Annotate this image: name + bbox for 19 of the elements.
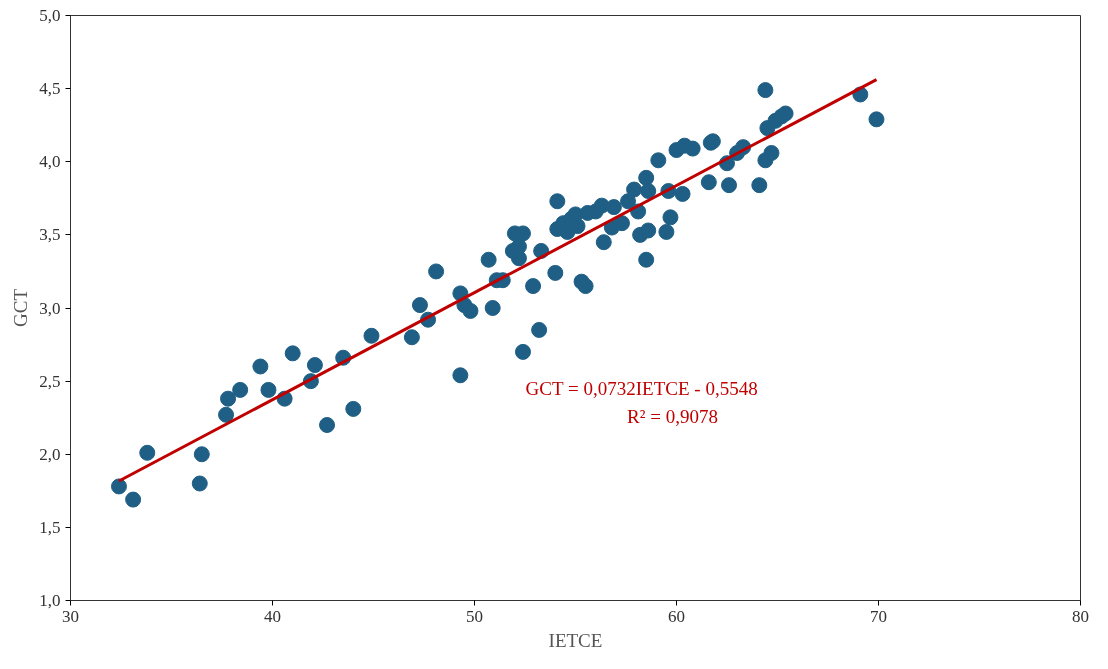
y-axis-title: GCT [10,288,32,327]
y-tick-label: 1,0 [39,591,61,610]
annotation: R² = 0,9078 [627,405,718,427]
x-tick-label: 40 [264,606,281,626]
x-tick-label: 80 [1072,606,1089,626]
y-tick-label: 3,0 [39,298,61,318]
x-tick-label: 30 [62,606,79,626]
x-tick-label: 60 [668,606,685,626]
y-tick-label: 3,5 [39,225,61,245]
annotation: GCT = 0,0732IETCE - 0,5548 [525,377,758,399]
x-tick-label: 50 [466,606,483,626]
x-axis-title: IETCE [548,629,603,651]
y-tick-label: 2,5 [39,371,61,391]
y-tick-label: 1,5 [39,517,61,537]
y-tick-label: 4,5 [39,79,61,99]
y-tick-label: 4,0 [39,152,61,172]
y-tick-label: 2,0 [39,444,61,464]
y-tick-label: 5,0 [39,6,61,25]
x-tick-label: 70 [870,606,887,626]
